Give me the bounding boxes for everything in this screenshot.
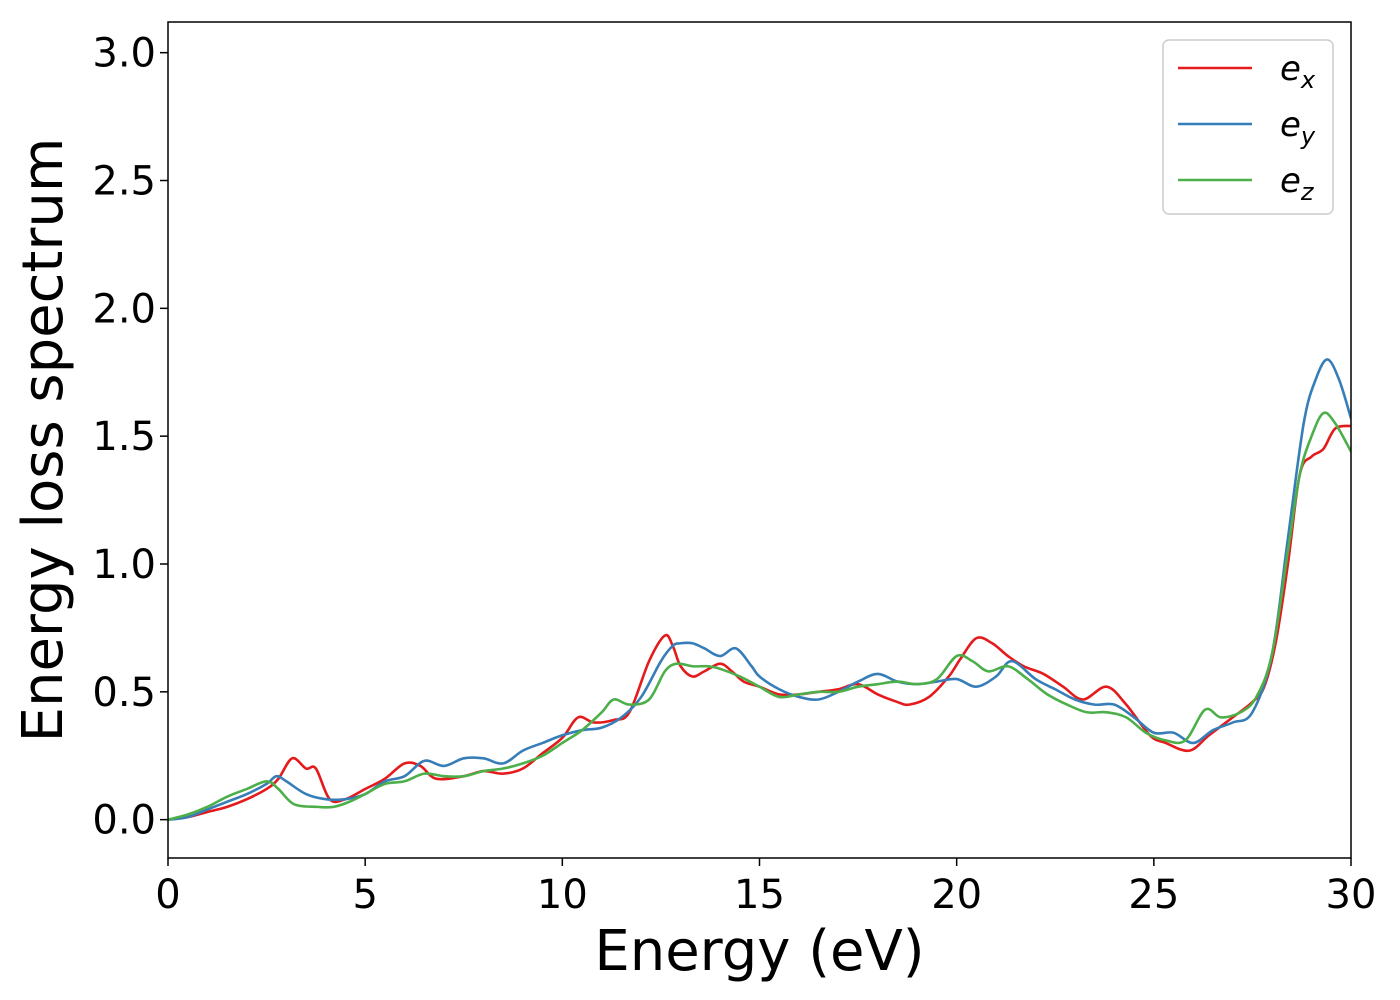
y-tick-label: 1.0 [92, 542, 156, 588]
x-axis-title: Energy (eV) [594, 919, 924, 984]
y-axis: 0.0 0.5 1.0 1.5 2.0 2.5 3.0 [92, 31, 168, 844]
x-tick-label: 30 [1326, 872, 1377, 918]
series-line-e-z [168, 411, 1351, 821]
y-tick-label: 1.5 [92, 414, 156, 460]
y-tick-label: 3.0 [92, 31, 156, 77]
x-axis: 0 5 10 15 20 25 30 [155, 858, 1376, 918]
x-tick-label: 10 [537, 872, 588, 918]
series-layer [168, 358, 1351, 821]
y-tick-label: 0.0 [92, 798, 156, 844]
y-tick-label: 2.0 [92, 286, 156, 332]
series-line-e-y [168, 358, 1351, 821]
x-tick-label: 15 [734, 872, 785, 918]
x-tick-label: 20 [931, 872, 982, 918]
y-tick-label: 2.5 [92, 159, 156, 205]
x-tick-label: 0 [155, 872, 180, 918]
x-tick-label: 5 [352, 872, 377, 918]
y-axis-title: Energy loss spectrum [11, 138, 76, 743]
legend-box [1162, 39, 1334, 215]
y-tick-label: 0.5 [92, 670, 156, 716]
x-tick-label: 25 [1128, 872, 1179, 918]
series-line-e-x [168, 424, 1351, 821]
